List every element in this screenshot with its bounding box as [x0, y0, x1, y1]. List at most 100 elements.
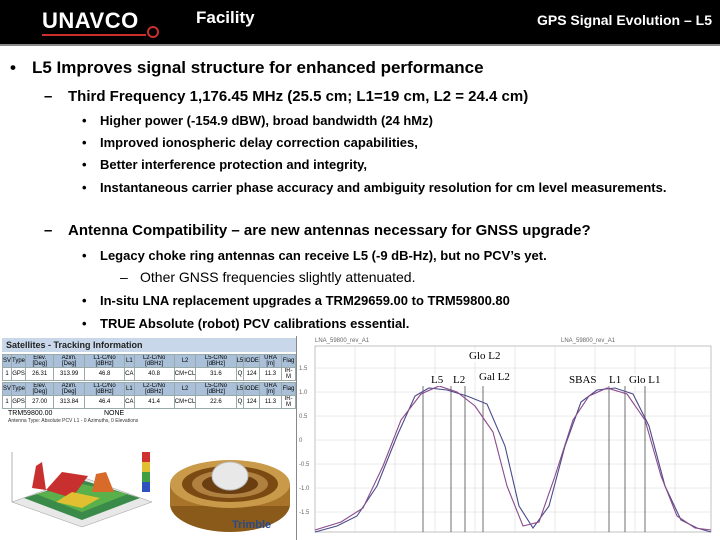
- logo-text: UNAVCO: [42, 8, 139, 33]
- antenna-model-label: TRM59800.00: [8, 410, 53, 417]
- sub-bullet-frequency: – Third Frequency 1,176.45 MHz (25.5 cm; …: [44, 88, 528, 105]
- label-sbas: SBAS: [569, 374, 597, 386]
- column-header: SV: [1, 382, 13, 396]
- column-header: L1-C/No [dBHz]: [83, 382, 126, 396]
- column-header: L1: [124, 354, 135, 368]
- dash-icon: –: [44, 88, 53, 105]
- table-header-row: SV Type Elev. [Deg] Azim. [Deg] L1-C/No [dBH…: [1, 354, 296, 368]
- column-header: Flag: [281, 382, 296, 396]
- list-item-text: Instantaneous carrier phase accuracy and…: [100, 180, 667, 195]
- column-header: L2: [173, 354, 197, 368]
- spectrum-svg: 1.5 1.0 0.5 0 -0.5 -1.0 -1.5: [299, 345, 712, 533]
- table-cell: Q: [235, 395, 245, 409]
- column-header: L5-C/No [dBHz]: [195, 354, 237, 368]
- svg-text:1.0: 1.0: [299, 390, 308, 396]
- panel-title: Satellites - Tracking Information: [2, 338, 300, 352]
- antenna-spectrum-plot: LNA_59800_rev_A1 LNA_59800_rev_A1 1.5 1.0…: [296, 336, 720, 540]
- bullet-main: • L5 Improves signal structure for enhanc…: [10, 58, 484, 78]
- slide-title: GPS Signal Evolution – L5: [536, 12, 712, 28]
- table-row: 1 GPS 27.00 313.84 46.4 CA 41.4 CM+CL 22.6 Q 124 11…: [1, 395, 296, 409]
- table-cell: GPS: [11, 367, 27, 381]
- list-item: • Instantaneous carrier phase accuracy an…: [82, 179, 710, 196]
- dash-icon: –: [44, 222, 53, 239]
- column-header: SV: [1, 354, 13, 368]
- logo-key-icon: [147, 26, 159, 38]
- label-glo-l1: Glo L1: [629, 374, 661, 386]
- plot-header: LNA_59800_rev_A1: [561, 338, 616, 344]
- list-item: • Better interference protection and inte…: [82, 156, 710, 173]
- choke-ring-antenna-image: Trimble: [170, 460, 290, 532]
- table-cell: IR-M: [281, 395, 296, 409]
- column-header: Type: [11, 354, 27, 368]
- table-cell: CA: [124, 395, 135, 409]
- list-item-text: Improved ionospheric delay correction ca…: [100, 135, 418, 150]
- label-l2: L2: [453, 374, 466, 386]
- list-item-text: Higher power (-154.9 dBW), broad bandwid…: [100, 113, 433, 128]
- column-header: L1: [124, 382, 135, 396]
- column-header: L5-C/No [dBHz]: [195, 382, 237, 396]
- bullet-dot-icon: •: [82, 293, 87, 308]
- column-header: Elev. [Deg]: [25, 382, 55, 396]
- list-item: • In-situ LNA replacement upgrades a TRM2…: [82, 292, 710, 309]
- bullet-dot-icon: •: [82, 180, 87, 195]
- svg-text:-1.5: -1.5: [299, 510, 310, 516]
- bullet-dot-icon: •: [10, 58, 16, 77]
- table-cell: GPS: [11, 395, 27, 409]
- list-item: • Higher power (-154.9 dBW), broad bandwi…: [82, 112, 710, 129]
- table-cell: Q: [235, 367, 245, 381]
- pcv-surface-plot: [2, 432, 162, 538]
- column-header: Azim. [Deg]: [53, 382, 85, 396]
- column-header: Type: [11, 382, 27, 396]
- column-header: IODE: [243, 354, 260, 368]
- sub-bullet-frequency-text: Third Frequency 1,176.45 MHz (25.5 cm; L…: [68, 88, 529, 105]
- slide-header: UNAVCO Facility GPS Signal Evolution – L…: [0, 0, 720, 44]
- svg-text:1.5: 1.5: [299, 366, 308, 372]
- table-cell: 124: [243, 367, 260, 381]
- table-cell: 11.3: [258, 395, 283, 409]
- plot-header: LNA_59800_rev_A1: [315, 338, 370, 344]
- table-cell: 26.31: [25, 367, 55, 381]
- table-cell: 124: [243, 395, 260, 409]
- table-cell: 41.4: [133, 395, 175, 409]
- table-cell: 1: [1, 367, 13, 381]
- table-cell: 313.99: [53, 367, 85, 381]
- header-title: Facility: [196, 8, 255, 27]
- table-cell: 313.84: [53, 395, 85, 409]
- column-header: Elev. [Deg]: [25, 354, 55, 368]
- table-cell: CM+CL: [173, 395, 197, 409]
- table-cell: 46.8: [83, 367, 126, 381]
- unavco-logo: UNAVCO: [42, 6, 160, 38]
- label-l5: L5: [431, 374, 444, 386]
- svg-text:-0.5: -0.5: [299, 462, 310, 468]
- tracking-screenshot: Satellites - Tracking Information SV Type…: [0, 336, 300, 540]
- list-item-text: In-situ LNA replacement upgrades a TRM29…: [100, 293, 510, 308]
- svg-text:0: 0: [299, 438, 303, 444]
- svg-text:0.5: 0.5: [299, 414, 308, 420]
- sub-bullet-antenna-text: Antenna Compatibility – are new antennas…: [68, 222, 591, 239]
- column-header: L2: [173, 382, 197, 396]
- label-gal-l2: Gal L2: [479, 371, 510, 383]
- header-divider: [0, 44, 720, 46]
- list-item: • Legacy choke ring antennas can receive …: [82, 247, 710, 264]
- svg-text:-1.0: -1.0: [299, 486, 310, 492]
- logo-underline: [42, 34, 146, 36]
- radome-label: NONE: [104, 410, 125, 417]
- table-cell: CA: [124, 367, 135, 381]
- sub-bullet-antenna: – Antenna Compatibility – are new antenna…: [44, 222, 591, 239]
- list-item-text: Better interference protection and integ…: [100, 157, 368, 172]
- column-header: URA [m]: [258, 382, 283, 396]
- nested-item: – Other GNSS frequencies slightly attenua…: [120, 269, 415, 285]
- table-cell: 22.6: [195, 395, 237, 409]
- table-cell: 1: [1, 395, 13, 409]
- label-l1: L1: [609, 374, 622, 386]
- table-cell: 46.4: [83, 395, 126, 409]
- column-header: Azim. [Deg]: [53, 354, 85, 368]
- nested-item-text: Other GNSS frequencies slightly attenuat…: [140, 269, 416, 285]
- column-header: IODE: [243, 382, 260, 396]
- list-item: • TRUE Absolute (robot) PCV calibrations …: [82, 315, 710, 332]
- dash-icon: –: [120, 269, 128, 285]
- column-header: L1-C/No [dBHz]: [83, 354, 126, 368]
- column-header: L2-C/No [dBHz]: [133, 382, 175, 396]
- table-cell: 11.3: [258, 367, 283, 381]
- column-header: L2-C/No [dBHz]: [133, 354, 175, 368]
